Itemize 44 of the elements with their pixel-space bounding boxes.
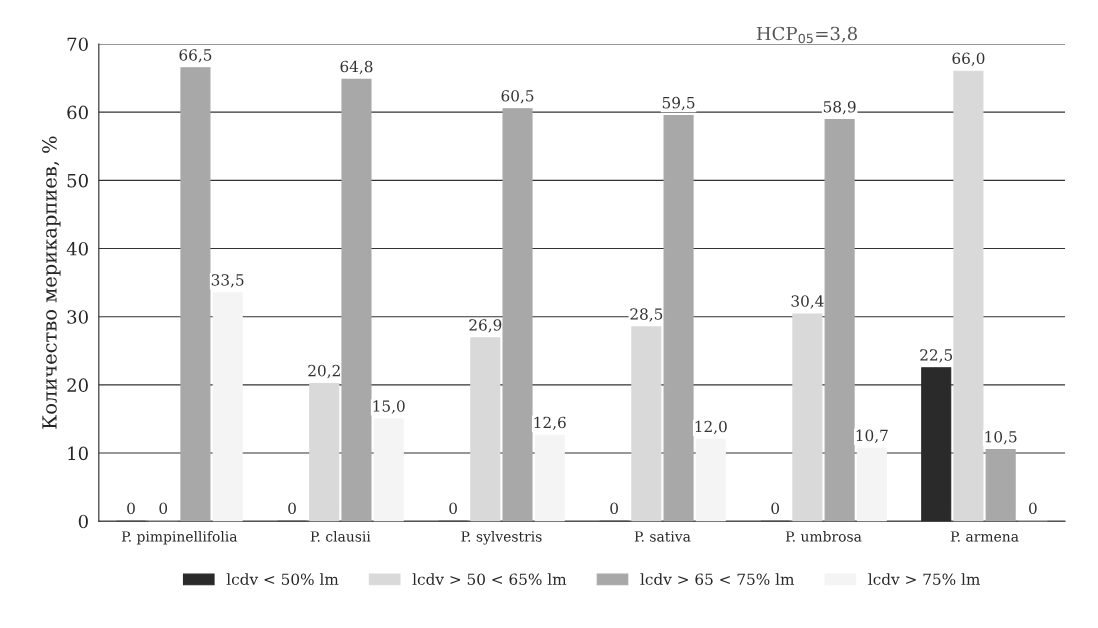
data-label: 59,5 xyxy=(662,96,695,111)
data-label: 0 xyxy=(159,502,168,515)
y-tick-label: 60 xyxy=(67,105,88,120)
y-tick-label: 30 xyxy=(67,310,88,324)
data-label: 22,5 xyxy=(920,349,953,363)
data-label: 0 xyxy=(771,502,780,515)
data-label: 33,5 xyxy=(211,274,244,288)
text: НСР$_{05}$=3,8 xyxy=(756,26,857,44)
data-label: 0 xyxy=(449,502,457,515)
data-label: 0 xyxy=(1029,502,1037,515)
x-tick-label: P. sylvestris xyxy=(461,530,542,545)
x-tick-label: P. armena xyxy=(950,531,1019,542)
x-tick-label: P. pimpinellifolia xyxy=(121,530,238,545)
y-tick-label: 10 xyxy=(68,446,88,461)
data-label: 12,6 xyxy=(534,416,566,431)
legend-label: lcdv < 50% lm xyxy=(226,573,339,585)
data-label: 0 xyxy=(610,502,618,515)
data-label: 0 xyxy=(127,502,135,515)
x-tick-label: P. clausii xyxy=(310,530,371,542)
data-label: 30,4 xyxy=(791,295,824,309)
data-label: 0 xyxy=(288,502,296,515)
data-label: 60,5 xyxy=(501,90,534,104)
data-label: 15,0 xyxy=(373,400,405,414)
y-tick-label: 70 xyxy=(67,37,88,52)
y-axis-title: Количество мерикарпиев, % xyxy=(42,136,61,429)
y-tick-label: 0 xyxy=(78,514,88,529)
legend-label: lcdv > 75% lm xyxy=(868,573,980,585)
data-label: 26,9 xyxy=(469,319,502,333)
x-tick-label: P. sativa xyxy=(634,531,691,542)
data-label: 10,5 xyxy=(985,430,1017,445)
y-tick-label: 50 xyxy=(67,173,88,188)
data-label: 10,7 xyxy=(856,429,888,444)
y-tick-label: 20 xyxy=(67,378,88,392)
y-tick-label: 40 xyxy=(66,241,88,256)
x-tick-label: P. umbrosa xyxy=(785,530,862,542)
data-label: 28,5 xyxy=(630,308,663,322)
data-label: 20,2 xyxy=(308,364,340,379)
data-label: 64,8 xyxy=(340,60,373,75)
legend-label: lcdv > 65 < 75% lm xyxy=(640,573,795,585)
legend-label: lcdv > 50 < 65% lm xyxy=(412,573,567,585)
data-label: 12,0 xyxy=(695,420,727,435)
data-label: 58,9 xyxy=(823,100,856,115)
data-label: 66,5 xyxy=(179,49,212,63)
data-label: 66,0 xyxy=(952,52,985,66)
